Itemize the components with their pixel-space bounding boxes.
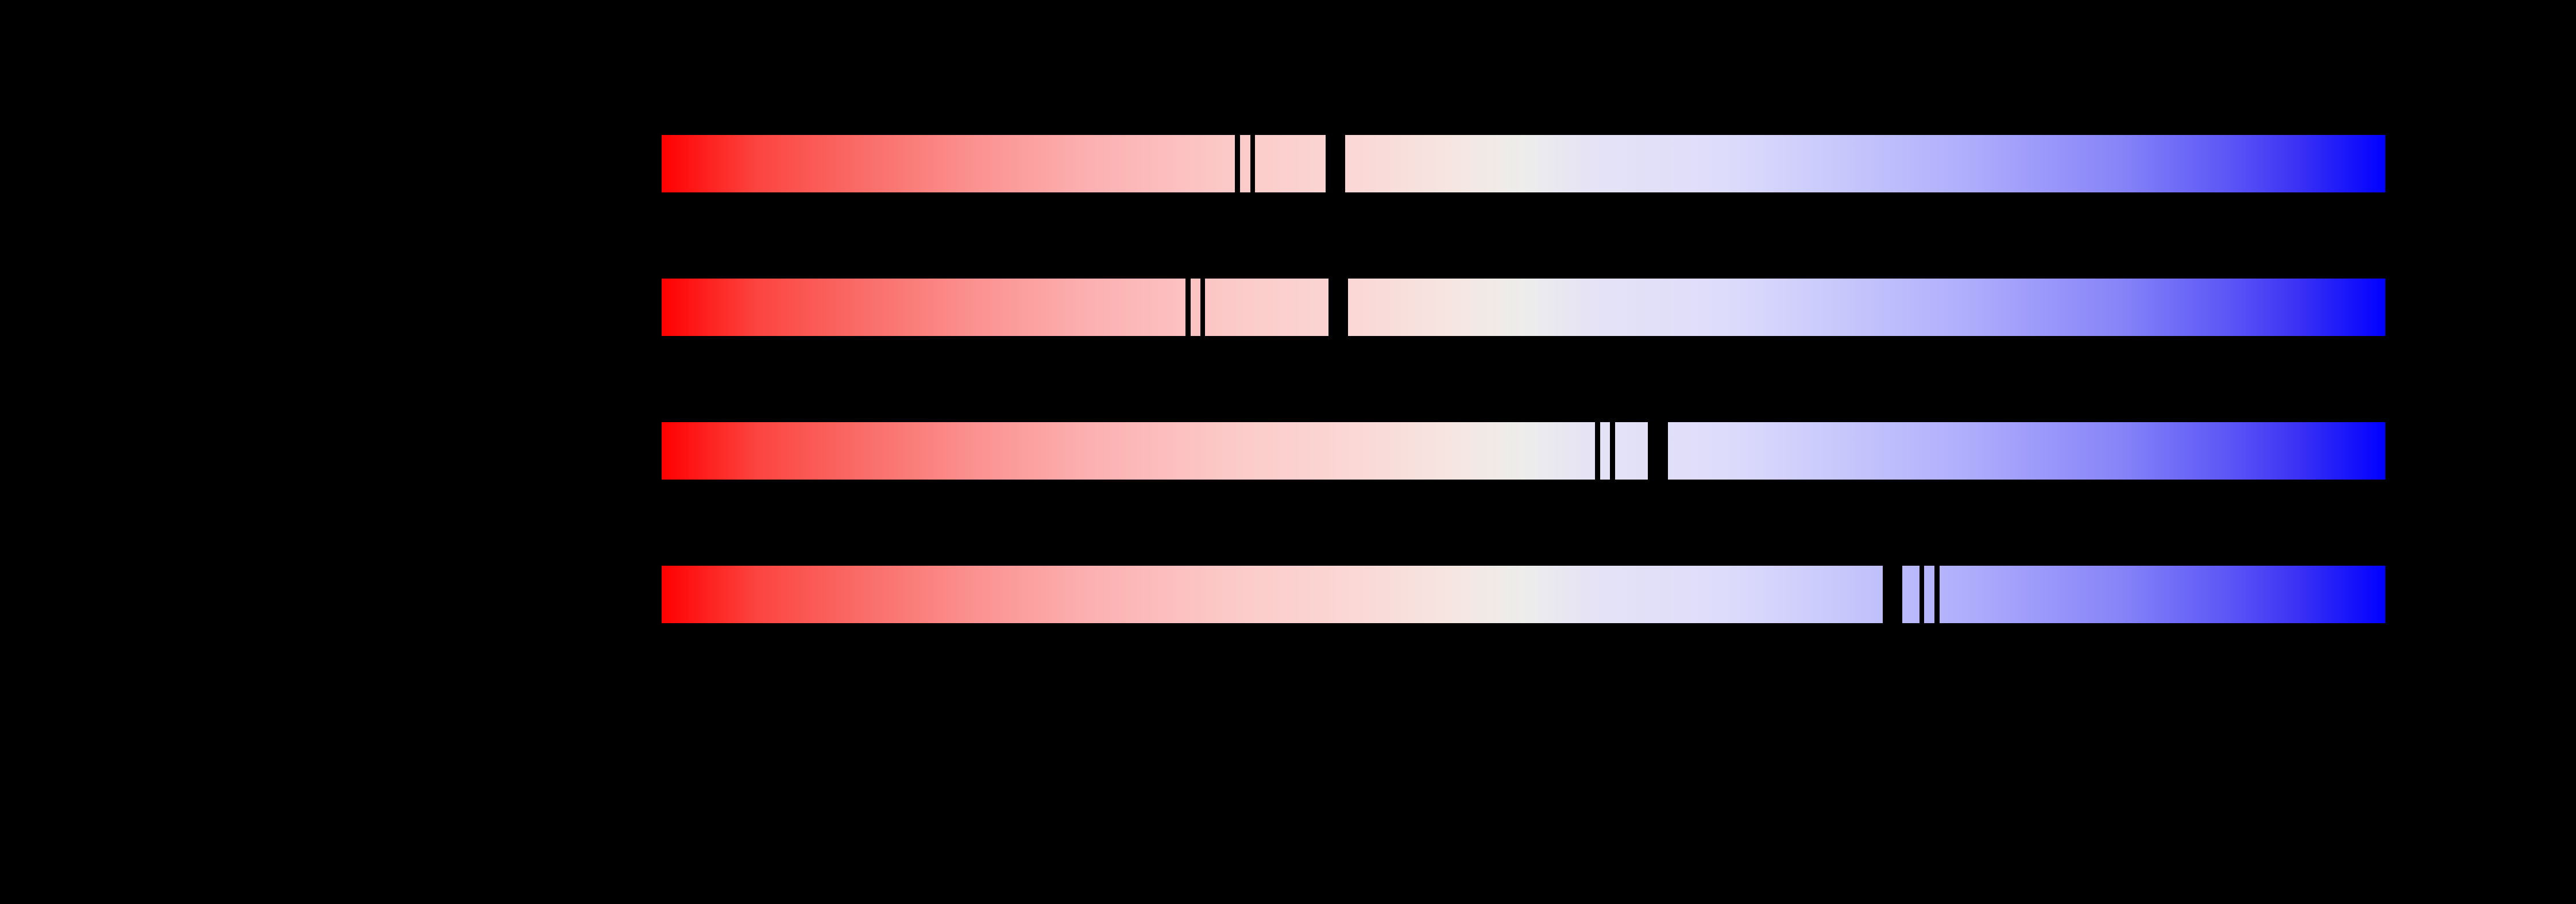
thin-marker-line bbox=[1235, 134, 1240, 193]
gradient-strip-4 bbox=[662, 565, 2385, 624]
thin-marker-line bbox=[1920, 565, 1924, 624]
thin-marker-line bbox=[1934, 565, 1940, 624]
thin-marker-line bbox=[1185, 278, 1191, 337]
thick-marker-line bbox=[1883, 565, 1902, 624]
thick-marker-line bbox=[1648, 422, 1668, 480]
gradient-strip-3 bbox=[662, 422, 2385, 480]
thick-marker-line bbox=[1328, 278, 1348, 337]
thin-marker-line bbox=[1200, 278, 1205, 337]
thin-marker-line bbox=[1250, 134, 1255, 193]
thin-marker-line bbox=[1610, 422, 1615, 480]
thin-marker-line bbox=[1595, 422, 1600, 480]
gradient-strip-2 bbox=[662, 278, 2385, 337]
gradient-strip-1 bbox=[662, 134, 2385, 193]
thick-marker-line bbox=[1326, 134, 1345, 193]
